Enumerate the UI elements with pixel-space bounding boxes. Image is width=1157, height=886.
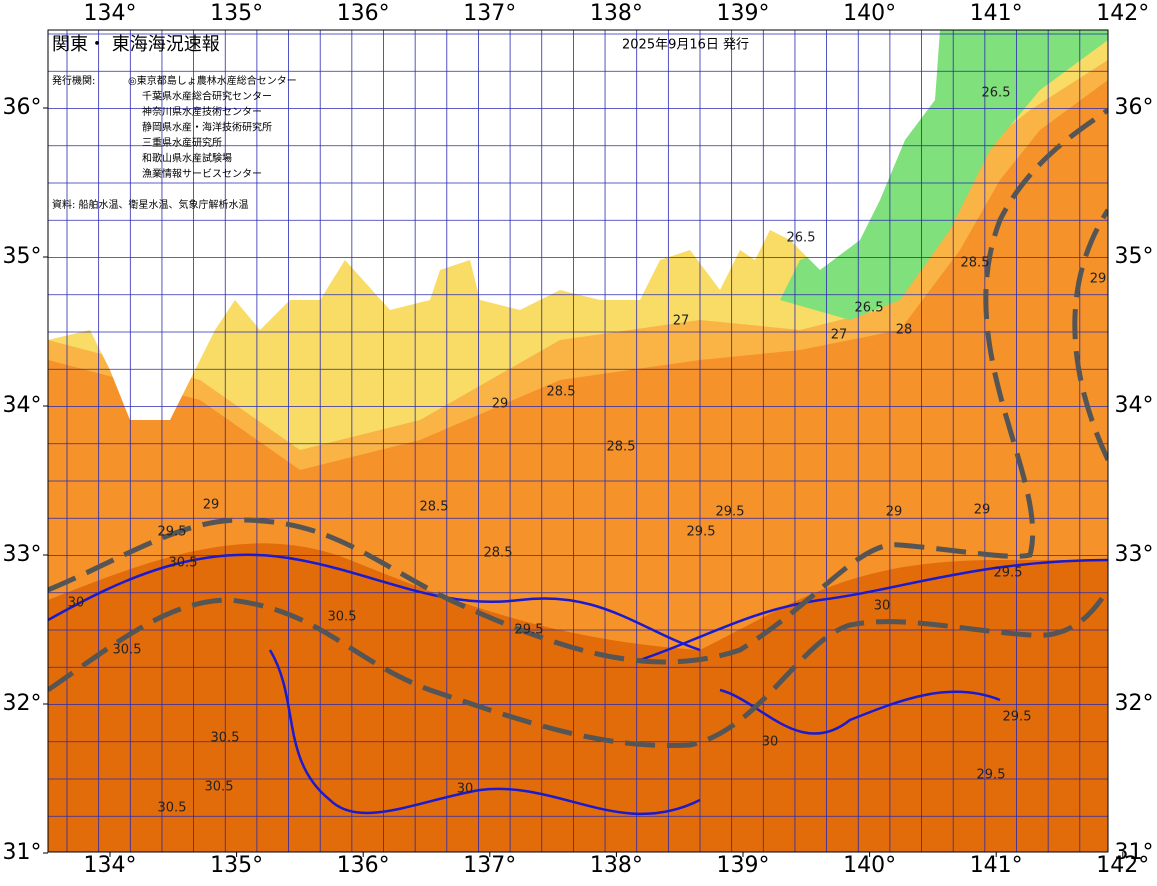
contour-line <box>268 649 701 816</box>
contour-label: 28.5 <box>547 385 576 400</box>
contour-label: 29.5 <box>716 505 745 520</box>
contour-label: 29.5 <box>515 623 544 638</box>
contour-label: 30.5 <box>328 610 357 625</box>
lat-label: 35° <box>1115 244 1154 269</box>
lon-label: 138° <box>590 853 643 878</box>
source: 資料: 船舶水温、衛星水温、気象庁解析水温 <box>52 198 249 211</box>
contour-label: 27 <box>673 314 690 329</box>
contour-label: 28.5 <box>607 440 636 455</box>
issue-date: 2025年9月16日 発行 <box>622 38 749 53</box>
contour-label: 28 <box>896 323 913 338</box>
lat-label: 36° <box>1115 95 1154 120</box>
contour-label: 30 <box>874 599 891 614</box>
contour-label: 30.5 <box>211 731 240 746</box>
lon-label: 134° <box>84 1 137 26</box>
contour-label: 30 <box>457 782 474 797</box>
lon-label: 142° <box>1096 853 1149 878</box>
lon-label: 142° <box>1096 1 1149 26</box>
contour-label: 30.5 <box>113 643 142 658</box>
lon-label: 137° <box>463 853 516 878</box>
current-axis <box>48 107 1108 749</box>
contour-label: 29 <box>492 397 509 412</box>
contour-label: 30 <box>762 735 779 750</box>
lat-label: 34° <box>1115 393 1154 418</box>
current-line <box>48 588 1108 749</box>
map-area: 26.5 26.5 26.5 27 27 28 28.5 29 28.5 29 28.5 28.5 29… <box>48 30 1108 852</box>
contour-line <box>639 558 1108 662</box>
contour-label: 29.5 <box>687 525 716 540</box>
current-line <box>1072 208 1108 462</box>
contour-line <box>48 553 701 652</box>
lon-label: 139° <box>717 1 770 26</box>
contours <box>48 553 1108 816</box>
frame <box>47 29 1109 853</box>
agency: 和歌山県水産試験場 <box>142 152 232 165</box>
agency: 三重県水産研究所 <box>142 136 222 149</box>
lat-label: 36° <box>3 95 42 120</box>
sea-green <box>780 30 1108 320</box>
contour-labels: 26.5 26.5 26.5 27 27 28 28.5 29 28.5 29 28.5 28.5 29… <box>68 86 1107 816</box>
contour-label: 30.5 <box>158 801 187 816</box>
contour-label: 27 <box>831 328 848 343</box>
axis-ticks: 134° 134° 135° 135° 136° 136° 137° 137° 138° 138°… <box>3 1 1154 878</box>
contour-label: 26.5 <box>982 86 1011 101</box>
contour-label: 29 <box>886 505 903 520</box>
contour-label: 28.5 <box>420 500 449 515</box>
grid <box>48 30 1108 852</box>
lon-label: 139° <box>717 853 770 878</box>
lon-label: 134° <box>84 853 137 878</box>
contour-label: 29 <box>1090 272 1107 287</box>
contour-label: 29 <box>203 498 220 513</box>
lon-label: 135° <box>210 853 263 878</box>
lon-label: 137° <box>463 1 516 26</box>
lon-label: 135° <box>210 1 263 26</box>
land <box>48 30 940 420</box>
contour-label: 28.5 <box>484 546 513 561</box>
lon-label: 141° <box>970 1 1023 26</box>
agency: 静岡県水産・海洋技術研究所 <box>142 121 272 134</box>
title: 関東・ 東海海況速報 <box>52 34 220 55</box>
contour-label: 28.5 <box>961 256 990 271</box>
lat-label: 34° <box>3 393 42 418</box>
current-line <box>48 107 1108 665</box>
lat-label: 33° <box>1115 542 1154 567</box>
contour-label: 29.5 <box>1003 710 1032 725</box>
agency: 神奈川県水産技術センター <box>142 105 262 118</box>
contour-label: 26.5 <box>855 301 884 316</box>
lon-label: 140° <box>843 853 896 878</box>
contour-label: 29.5 <box>977 768 1006 783</box>
agency: 千葉県水産総合研究センター <box>142 90 272 103</box>
lon-label: 138° <box>590 1 643 26</box>
lat-label: 33° <box>3 542 42 567</box>
agency-list: ◎東京都島しょ農林水産総合センター千葉県水産総合研究センター神奈川県水産技術セン… <box>128 74 297 180</box>
contour-label: 29.5 <box>158 525 187 540</box>
contour-label: 30 <box>68 596 85 611</box>
lat-label: 32° <box>3 691 42 716</box>
lon-label: 136° <box>337 853 390 878</box>
agency: ◎東京都島しょ農林水産総合センター <box>128 74 297 87</box>
lon-label: 141° <box>970 853 1023 878</box>
lat-label: 32° <box>1115 691 1154 716</box>
lat-label: 31° <box>1115 840 1154 865</box>
lon-label: 140° <box>843 1 896 26</box>
contour-label: 26.5 <box>787 231 816 246</box>
lon-label: 136° <box>337 1 390 26</box>
agency: 漁業情報サービスセンター <box>142 167 262 180</box>
contour-label: 30.5 <box>205 780 234 795</box>
contour-label: 29.5 <box>994 566 1023 581</box>
agencies-label: 発行機関: <box>52 74 95 87</box>
lat-label: 35° <box>3 244 42 269</box>
contour-label: 30.5 <box>169 556 198 571</box>
lat-label: 31° <box>3 840 42 865</box>
contour-label: 29 <box>974 503 991 518</box>
